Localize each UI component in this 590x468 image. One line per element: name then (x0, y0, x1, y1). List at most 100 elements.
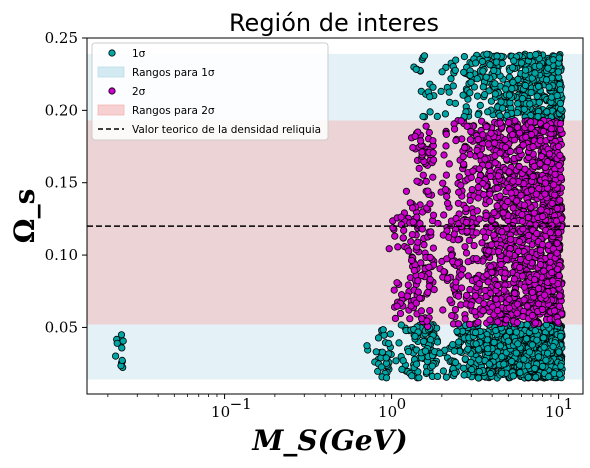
scatter-point (557, 362, 565, 370)
scatter-point (408, 231, 416, 239)
x-tick-exponent: 0 (397, 395, 407, 413)
scatter-point (386, 330, 394, 338)
scatter-point (510, 275, 519, 283)
scatter-point (429, 173, 437, 181)
scatter-point (442, 171, 450, 179)
scatter-point (475, 165, 483, 173)
scatter-point (426, 253, 434, 261)
legend-marker (108, 87, 116, 95)
scatter-point (505, 327, 514, 336)
scatter-point (457, 271, 465, 279)
scatter-point (494, 172, 502, 180)
scatter-point (497, 260, 505, 269)
scatter-point (498, 369, 506, 377)
scatter-point (433, 372, 442, 380)
scatter-point (462, 249, 471, 257)
scatter-point (480, 191, 488, 199)
scatter-point (408, 204, 417, 212)
scatter-point (535, 62, 544, 70)
scatter-point (506, 147, 515, 156)
scatter-point (397, 321, 405, 329)
scatter-point (539, 127, 548, 135)
scatter-point (474, 374, 482, 382)
scatter-point (457, 117, 465, 125)
scatter-point (471, 307, 479, 316)
scatter-point (433, 112, 441, 121)
scatter-point (466, 320, 474, 328)
scatter-point (505, 295, 513, 303)
scatter-point (454, 320, 463, 328)
scatter-point (527, 130, 536, 139)
scatter-point (492, 58, 501, 66)
scatter-point (555, 54, 563, 62)
scatter-point (445, 88, 453, 96)
scatter-point (461, 355, 469, 363)
scatter-point (551, 170, 559, 178)
scatter-point (468, 365, 476, 374)
scatter-point (484, 140, 492, 148)
scatter-point (424, 288, 432, 296)
scatter-point (538, 240, 547, 249)
scatter-point (533, 336, 541, 344)
scatter-point (520, 201, 529, 209)
scatter-point (514, 340, 522, 348)
scatter-point (490, 139, 499, 147)
scatter-point (505, 168, 513, 176)
scatter-point (420, 337, 428, 345)
legend-item-band-2sigma: Rangos para 2σ (97, 104, 215, 117)
scatter-point (534, 113, 542, 121)
scatter-point (426, 93, 434, 101)
scatter-point (545, 83, 553, 91)
scatter-point (415, 374, 423, 382)
scatter-point (447, 75, 455, 83)
scatter-point (422, 177, 430, 185)
y-tick-label: 0.15 (45, 174, 78, 192)
scatter-point (530, 162, 539, 170)
scatter-point (467, 358, 475, 366)
scatter-point (532, 373, 540, 381)
scatter-point (385, 339, 393, 347)
scatter-point (459, 91, 467, 99)
scatter-point (447, 252, 456, 260)
scatter-point (518, 217, 527, 225)
scatter-point (409, 144, 417, 152)
scatter-point (505, 91, 513, 99)
scatter-point (509, 177, 517, 185)
scatter-point (469, 167, 477, 175)
scatter-point (411, 332, 419, 340)
scatter-point (473, 75, 481, 83)
scatter-point (555, 161, 563, 170)
scatter-point (556, 292, 564, 300)
scatter-point (533, 229, 541, 238)
scatter-point (407, 238, 415, 246)
scatter-point (449, 340, 457, 349)
scatter-point (504, 197, 512, 206)
scatter-point (518, 95, 527, 103)
scatter-point (520, 296, 528, 304)
scatter-point (460, 371, 468, 379)
scatter-point (521, 81, 530, 90)
legend-label: 2σ (132, 86, 146, 98)
scatter-point (436, 349, 444, 357)
scatter-point (439, 179, 447, 187)
scatter-point (442, 142, 450, 150)
scatter-point (512, 197, 521, 205)
scatter-point (536, 260, 545, 269)
scatter-point (474, 183, 482, 191)
scatter-point (486, 61, 494, 69)
scatter-point (488, 303, 497, 311)
scatter-point (550, 181, 558, 189)
scatter-point (391, 232, 399, 240)
scatter-point (496, 149, 504, 157)
scatter-point (534, 82, 543, 91)
scatter-point (391, 314, 399, 322)
scatter-point (507, 189, 515, 197)
scatter-point (538, 305, 547, 313)
scatter-point (501, 85, 510, 93)
scatter-point (472, 340, 480, 348)
scatter-point (549, 56, 557, 64)
scatter-point (516, 368, 524, 377)
scatter-point (556, 332, 565, 340)
scatter-point (457, 284, 466, 292)
scatter-point (540, 267, 548, 275)
